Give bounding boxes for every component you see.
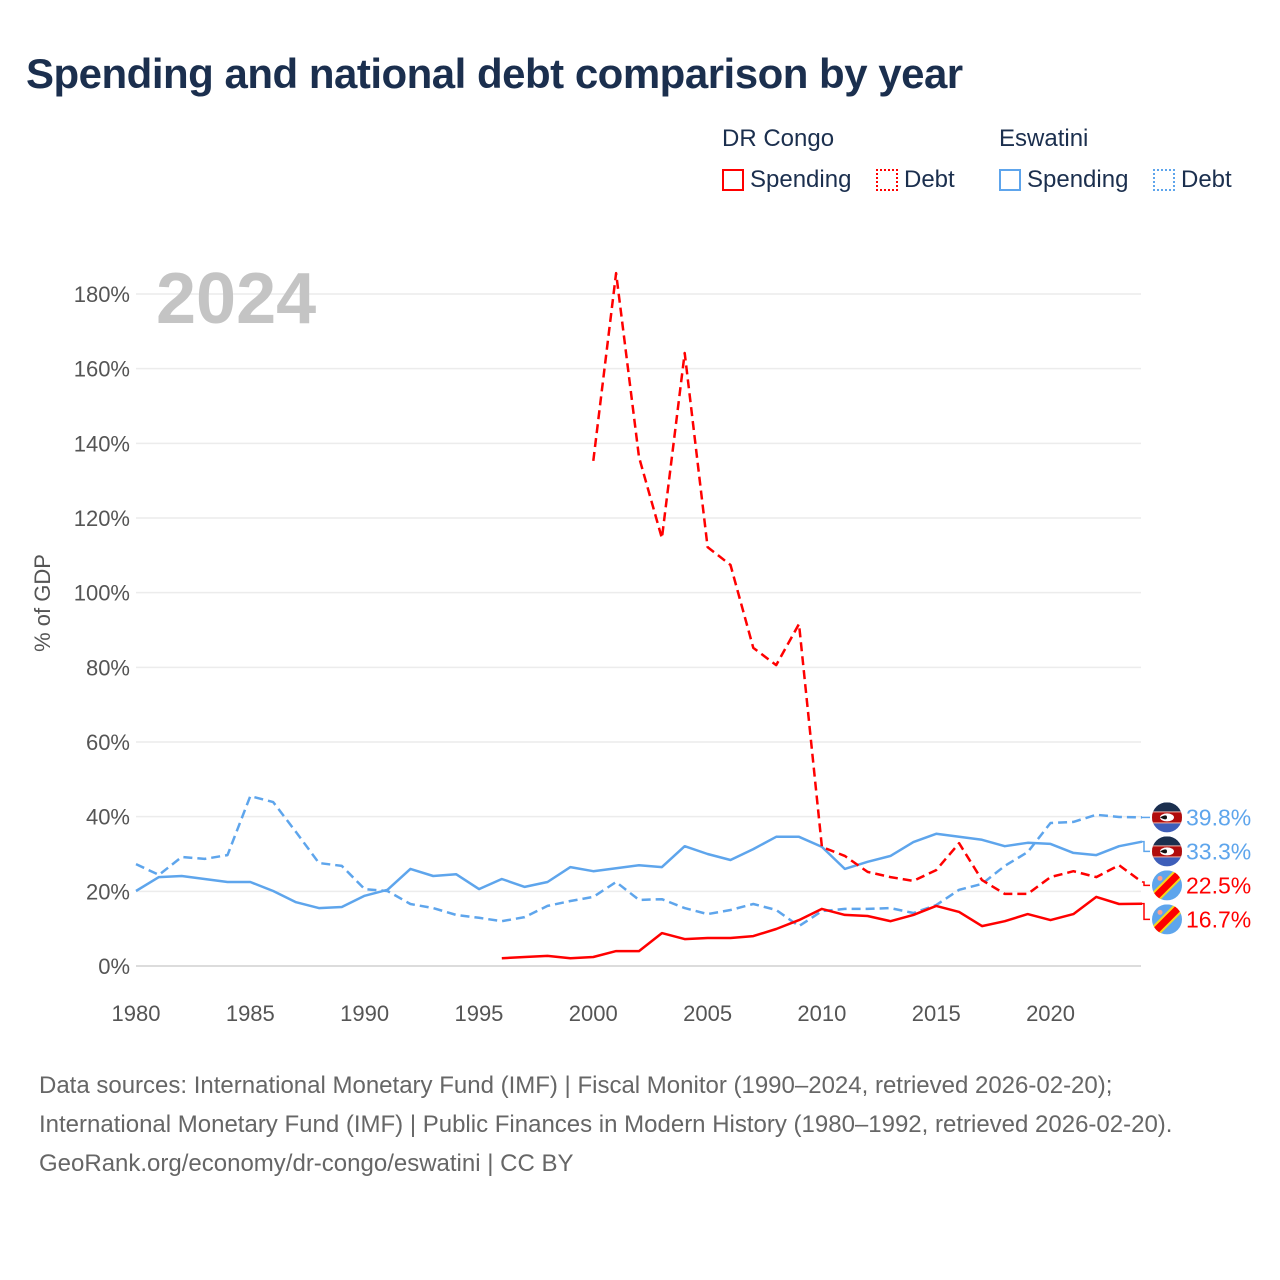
dr-congo-flag-icon xyxy=(1152,870,1182,901)
legend-label: Debt xyxy=(904,166,955,193)
series-line-eswatini-debt xyxy=(135,794,1143,928)
y-tick-label: 80% xyxy=(86,655,130,680)
eswatini-flag-icon xyxy=(1152,802,1182,833)
legend-eswatini-spending[interactable]: Spending xyxy=(999,166,1128,194)
legend-swatch-dotted xyxy=(1153,169,1175,191)
y-tick-label: 60% xyxy=(86,730,130,755)
end-labels: 39.8% 33.3% 22.5% 16.7% xyxy=(1142,802,1251,935)
x-tick-label: 1995 xyxy=(454,1001,503,1026)
series-line-dr-congo-spending xyxy=(501,895,1143,960)
legend-swatch-solid xyxy=(999,169,1021,191)
series-lines xyxy=(135,271,1143,960)
data-sources: Data sources: International Monetary Fun… xyxy=(39,1072,1173,1138)
legend-eswatini-debt[interactable]: Debt xyxy=(1153,166,1232,194)
y-tick-label: 0% xyxy=(98,954,130,979)
x-axis-ticks: 1980 1985 1990 1995 2000 2005 2010 2015 2020 xyxy=(112,1001,1075,1026)
y-axis-label: % of GDP xyxy=(30,554,55,652)
legend-dr-congo-spending[interactable]: Spending xyxy=(722,166,851,194)
y-tick-label: 180% xyxy=(74,282,130,307)
y-tick-label: 20% xyxy=(86,879,130,904)
x-tick-label: 1990 xyxy=(340,1001,389,1026)
x-tick-label: 2015 xyxy=(912,1001,961,1026)
label-connector xyxy=(1142,881,1150,887)
label-connector xyxy=(1142,902,1150,921)
legend-group-eswatini: Eswatini xyxy=(999,125,1089,152)
end-value-label: 39.8% xyxy=(1186,804,1251,830)
end-value-label: 16.7% xyxy=(1186,906,1251,932)
series-line-eswatini-spending xyxy=(135,832,1143,910)
x-tick-label: 1985 xyxy=(226,1001,275,1026)
x-tick-label: 2010 xyxy=(797,1001,846,1026)
legend-label: Spending xyxy=(750,166,852,193)
x-tick-label: 2000 xyxy=(569,1001,618,1026)
legend-label: Spending xyxy=(1027,166,1129,193)
line-chart: 2024 % of GDP 0% 20% 40% 60% 80% 100% 120% 140%… xyxy=(30,259,1251,1026)
series-line-dr-congo-debt xyxy=(592,271,1143,896)
x-tick-label: 1980 xyxy=(112,1001,161,1026)
gridlines xyxy=(136,293,1141,967)
eswatini-flag-icon xyxy=(1152,836,1182,867)
legend-label: Debt xyxy=(1181,166,1232,193)
footer: Data sources: International Monetary Fun… xyxy=(39,1066,1239,1183)
y-tick-label: 40% xyxy=(86,805,130,830)
year-overlay: 2024 xyxy=(156,259,316,339)
credit-link[interactable]: GeoRank.org/economy/dr-congo/eswatini | … xyxy=(39,1150,574,1177)
chart-title: Spending and national debt comparison by… xyxy=(26,50,963,97)
y-axis-ticks: 0% 20% 40% 60% 80% 100% 120% 140% 160% 180% xyxy=(74,282,130,979)
x-tick-label: 2005 xyxy=(683,1001,732,1026)
legend-dr-congo-debt[interactable]: Debt xyxy=(876,166,955,194)
end-value-label: 33.3% xyxy=(1186,838,1251,864)
legend-swatch-dotted xyxy=(876,169,898,191)
y-tick-label: 160% xyxy=(74,357,130,382)
legend-swatch-solid xyxy=(722,169,744,191)
x-tick-label: 2020 xyxy=(1026,1001,1075,1026)
dr-congo-flag-icon xyxy=(1152,904,1182,935)
y-tick-label: 100% xyxy=(74,581,130,606)
end-value-label: 22.5% xyxy=(1186,872,1251,898)
y-tick-label: 120% xyxy=(74,506,130,531)
legend-group-dr-congo: DR Congo xyxy=(722,125,835,152)
label-connector xyxy=(1142,840,1150,853)
y-tick-label: 140% xyxy=(74,431,130,456)
